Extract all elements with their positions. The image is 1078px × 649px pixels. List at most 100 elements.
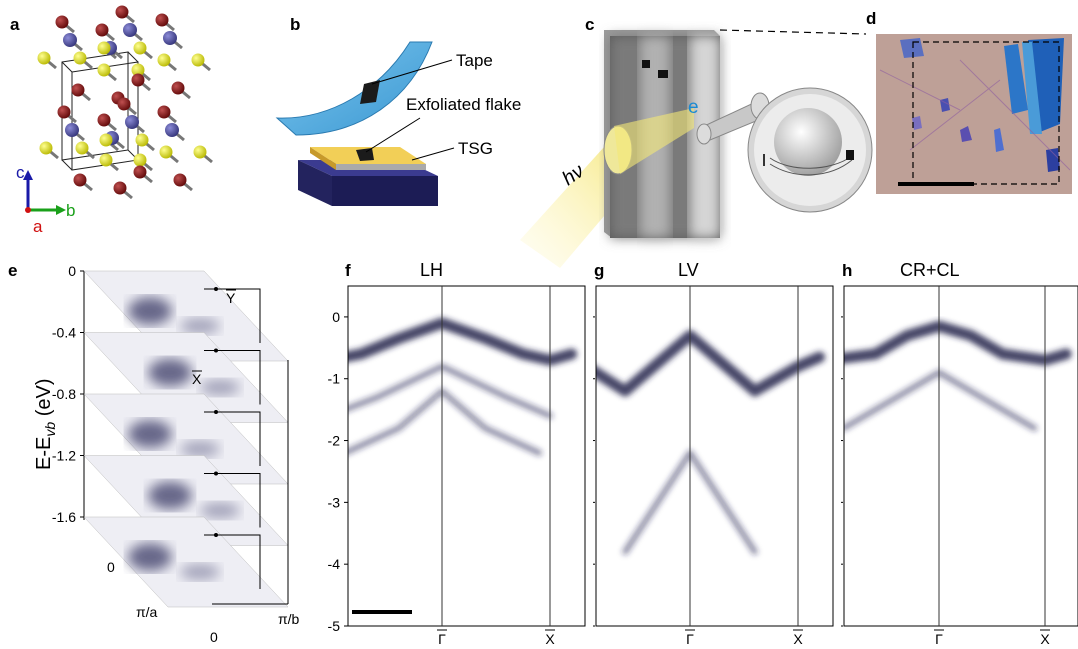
spectrum-h-title: CR+CL	[900, 260, 960, 280]
spectrum-f-title: LH	[420, 260, 443, 280]
panel-label-f: f	[345, 261, 351, 280]
atom	[155, 13, 169, 27]
intensity-spot	[148, 358, 192, 387]
atom	[73, 51, 87, 65]
atom	[73, 173, 87, 187]
optical-micrograph	[876, 34, 1072, 194]
panel-label-g: g	[594, 261, 604, 280]
bz-boundary	[204, 350, 261, 405]
atom	[97, 63, 111, 77]
band-vb1	[348, 317, 578, 366]
k-tick-label: Γ	[438, 631, 446, 647]
panel-label-e: e	[8, 261, 17, 280]
spectrum-g: LV	[595, 260, 834, 627]
atom	[131, 73, 145, 87]
k-tick-label: X	[1040, 631, 1050, 647]
xbar-label: X	[192, 371, 202, 387]
k-tick-label: Γ	[686, 631, 694, 647]
atom	[57, 105, 71, 119]
atom	[163, 31, 177, 45]
intensity-spot	[128, 420, 172, 448]
energy-tick-label: -0.8	[52, 386, 76, 402]
axis-b-label: b	[66, 201, 75, 220]
energy-slice	[83, 516, 289, 608]
atom	[157, 53, 171, 67]
electron-label: e	[688, 97, 699, 118]
bz-boundary	[204, 473, 261, 528]
atom	[71, 83, 85, 97]
bz-boundary	[204, 411, 261, 466]
atom	[165, 123, 179, 137]
energy-tick-label: -0.4	[52, 325, 76, 341]
atom	[95, 23, 109, 37]
ky-zero-label: 0	[210, 629, 218, 645]
atom	[99, 133, 113, 147]
y-tick-label: -2	[328, 433, 341, 449]
atom	[99, 153, 113, 167]
high-symmetry-point	[214, 410, 218, 414]
ylabel-main: E-E	[33, 437, 55, 470]
panel-label-c: c	[585, 15, 594, 34]
axis-a-label: a	[33, 217, 43, 236]
atom	[133, 165, 147, 179]
intensity-spot	[200, 379, 240, 396]
scale-bar-f	[352, 610, 412, 614]
y-tick-label: 0	[332, 309, 340, 325]
atom	[157, 105, 171, 119]
energy-tick-label: -1.6	[52, 509, 76, 525]
kx-zero-label: 0	[107, 559, 115, 575]
atom	[113, 181, 127, 195]
atom	[125, 115, 139, 129]
y-tick-label: -4	[328, 556, 341, 572]
atom	[159, 145, 173, 159]
spectrum-g-title: LV	[678, 260, 699, 280]
constant-energy-stack: 0 -0.4 -0.8 -1.2 -1.6 E-Evb (eV) 0 π/a 0 π/b…	[33, 263, 300, 645]
band-vb1	[844, 320, 1072, 366]
panel-label-a: a	[10, 15, 20, 34]
panel-label-d: d	[866, 9, 876, 28]
y-tick-label: -1	[328, 371, 341, 387]
atom	[115, 5, 129, 19]
axis-c-label: c	[16, 163, 25, 182]
panel-label-h: h	[842, 261, 852, 280]
ybar-label: Y	[226, 290, 236, 306]
bz-boundary	[204, 288, 261, 343]
intensity-spot	[180, 564, 220, 580]
high-symmetry-point	[214, 287, 218, 291]
atom	[133, 153, 147, 167]
atom	[117, 97, 131, 111]
exfoliation-schematic: Tape Exfoliated flake TSG	[275, 41, 521, 206]
kx-end-label: π/a	[136, 604, 158, 620]
k-tick-label: X	[793, 631, 803, 647]
atom	[37, 51, 51, 65]
atom	[97, 113, 111, 127]
bz-boundary	[204, 534, 261, 589]
arpes-schematic: hν e	[520, 29, 873, 268]
atom	[135, 133, 149, 147]
spectrum-f: LH 0 -1 -2 -3 -4 -5	[328, 260, 844, 634]
intensity-spot	[180, 441, 220, 457]
flake-label: Exfoliated flake	[406, 95, 521, 114]
intensity-spot	[128, 543, 172, 571]
high-symmetry-point	[214, 348, 218, 353]
atom	[173, 173, 187, 187]
intensity-spot	[148, 481, 192, 510]
atom	[133, 41, 147, 55]
atom	[123, 23, 137, 37]
atom	[97, 41, 111, 55]
atom	[75, 141, 89, 155]
high-symmetry-point	[214, 471, 218, 476]
atom	[191, 53, 205, 67]
band-vb1	[596, 330, 826, 397]
ylabel-sub: vb	[42, 422, 58, 437]
intensity-spot	[180, 318, 220, 334]
atom	[193, 145, 207, 159]
atom	[55, 15, 69, 29]
energy-tick-label: -1.2	[52, 448, 76, 464]
spectrum-h: CR+CL	[843, 260, 1078, 627]
intensity-spot	[200, 502, 240, 519]
panel-label-b: b	[290, 15, 300, 34]
energy-tick-label: 0	[68, 263, 76, 279]
crystal-axes: c b a	[16, 163, 75, 236]
